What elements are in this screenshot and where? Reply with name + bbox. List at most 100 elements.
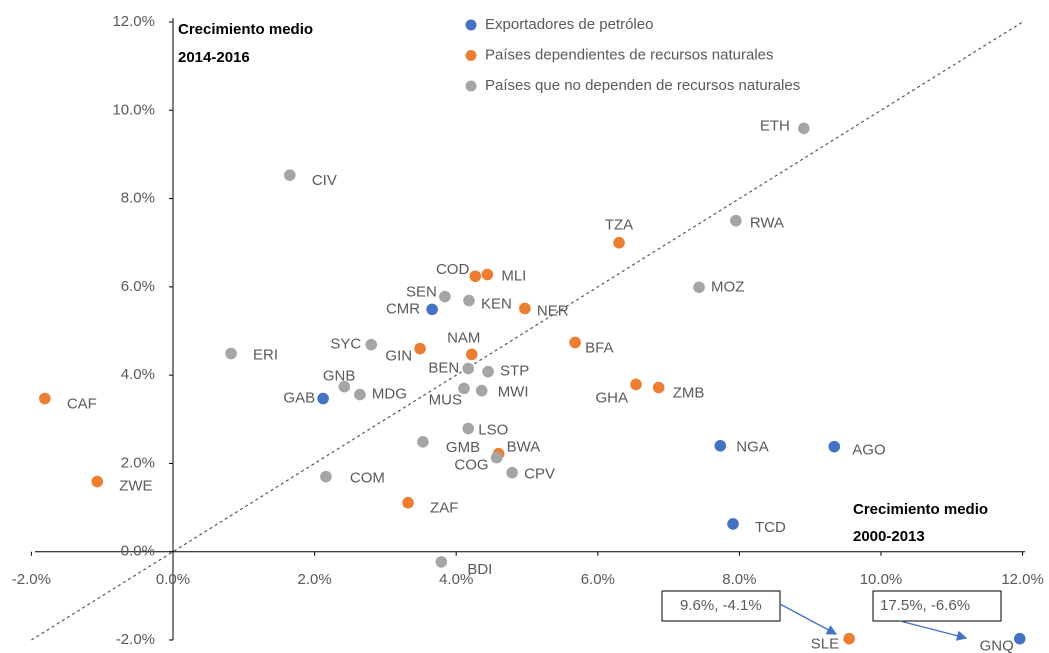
annotation: 17.5%, -6.6% (880, 597, 970, 614)
point (481, 268, 494, 281)
point-label: GNQ (980, 638, 1014, 653)
point-label: AGO (852, 442, 885, 459)
y-axis-title: 2014-2016 (178, 49, 250, 66)
point (458, 382, 470, 395)
y-tick-label: 6.0% (121, 278, 155, 295)
legend-swatch (465, 50, 477, 61)
y-tick-label: 12.0% (112, 13, 155, 30)
point-label: SYC (330, 336, 361, 353)
point (91, 475, 104, 488)
point-label: CMR (386, 300, 420, 317)
point (798, 122, 810, 135)
point-label: NAM (447, 329, 480, 346)
point (225, 347, 237, 360)
point-label: CPV (524, 466, 555, 483)
annotation-arrow (899, 620, 968, 641)
legend-label: Países dependientes de recursos naturale… (485, 46, 774, 63)
point (435, 556, 448, 568)
x-tick-label: 12.0% (1001, 571, 1044, 588)
point-label: GAB (283, 390, 315, 407)
point (365, 338, 378, 351)
point (482, 365, 494, 378)
x-axis-title: 2000-2013 (853, 528, 925, 545)
point-label: BWA (507, 439, 541, 456)
point (462, 422, 475, 435)
point-label: COG (454, 457, 488, 474)
point-label: BFA (585, 339, 613, 356)
point-label: GHA (596, 389, 629, 406)
point (727, 518, 739, 530)
point-label: TZA (605, 217, 633, 234)
point (714, 439, 727, 452)
point-label: ETH (760, 117, 790, 134)
point (39, 392, 51, 405)
y-tick-label: 8.0% (121, 190, 155, 207)
point (843, 632, 855, 645)
y-tick-label: 4.0% (121, 366, 155, 383)
x-tick-label: 10.0% (860, 571, 903, 588)
legend-label: Exportadores de petróleo (485, 16, 653, 33)
point-label: TCD (755, 519, 786, 536)
point (613, 236, 625, 249)
point (519, 302, 531, 315)
point-label: BDI (467, 561, 492, 578)
point-label: GNB (323, 368, 356, 385)
point-label: GMB (446, 439, 480, 456)
point-label: RWA (750, 215, 784, 232)
point (828, 440, 841, 453)
point-label: MUS (429, 391, 462, 408)
point (426, 303, 438, 316)
point (506, 466, 518, 479)
point-label: MLI (501, 267, 526, 284)
point (465, 348, 478, 361)
x-tick-label: 0.0% (156, 571, 190, 588)
point-label: STP (500, 363, 529, 380)
reference-line (31, 21, 1023, 641)
point (317, 392, 329, 405)
point-label: CAF (67, 396, 97, 413)
legend-swatch (465, 80, 477, 92)
point-label: BEN (428, 359, 459, 376)
point (475, 384, 488, 397)
y-tick-label: 10.0% (112, 101, 155, 118)
point (402, 496, 414, 509)
point-label: ZAF (430, 500, 458, 517)
point-label: GIN (385, 348, 412, 365)
x-tick-label: 4.0% (439, 571, 473, 588)
point-label: ZMB (673, 384, 705, 401)
point (439, 290, 451, 303)
y-tick-label: 0.0% (121, 543, 155, 560)
point (463, 294, 475, 307)
annotation-arrow (779, 603, 838, 635)
legend-label: Países que no dependen de recursos natur… (485, 77, 800, 94)
y-tick-label: 2.0% (121, 454, 155, 471)
point (354, 388, 366, 401)
y-tick-label: -2.0% (116, 631, 155, 648)
point (414, 342, 426, 355)
point-label: COM (350, 470, 385, 487)
point-label: SEN (406, 284, 437, 301)
point-label: MWI (498, 384, 529, 401)
point (320, 470, 332, 483)
point-label: KEN (481, 296, 512, 313)
legend-swatch (465, 19, 477, 31)
point-label: COD (436, 261, 470, 278)
point-label: NER (537, 302, 569, 319)
annotation: 9.6%, -4.1% (680, 597, 762, 614)
point-label: CIV (312, 172, 337, 189)
x-tick-label: 6.0% (581, 571, 615, 588)
point-label: ZWE (119, 477, 152, 494)
x-tick-label: 2.0% (297, 571, 331, 588)
point-label: LSO (478, 422, 508, 439)
point (338, 380, 351, 393)
point-label: ERI (253, 346, 278, 363)
point-label: MDG (372, 386, 407, 403)
point (652, 381, 665, 394)
point-label: SLE (811, 636, 839, 653)
y-axis-title: Crecimiento medio (178, 21, 313, 38)
point (630, 378, 642, 391)
point (417, 435, 429, 448)
point-label: NGA (736, 439, 769, 456)
point (569, 336, 581, 349)
